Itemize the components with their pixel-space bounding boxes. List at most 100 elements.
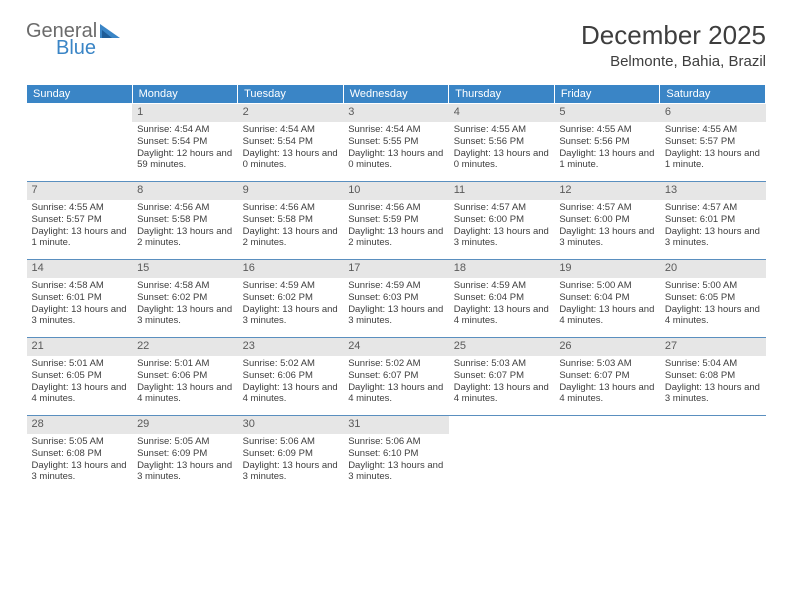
sunset-line: Sunset: 6:07 PM (559, 370, 655, 382)
sunrise-line: Sunrise: 5:03 AM (454, 358, 550, 370)
calendar-day-cell: 1Sunrise: 4:54 AMSunset: 5:54 PMDaylight… (132, 104, 238, 182)
day-details: Sunrise: 4:55 AMSunset: 5:56 PMDaylight:… (554, 122, 660, 176)
daylight-line: Daylight: 13 hours and 1 minute. (32, 226, 128, 250)
day-number: 19 (554, 260, 660, 278)
calendar-day-cell: 6Sunrise: 4:55 AMSunset: 5:57 PMDaylight… (660, 104, 766, 182)
sunrise-line: Sunrise: 5:03 AM (559, 358, 655, 370)
calendar-day-cell: 12Sunrise: 4:57 AMSunset: 6:00 PMDayligh… (554, 182, 660, 260)
day-number: 22 (132, 338, 238, 356)
sunrise-line: Sunrise: 5:05 AM (32, 436, 128, 448)
day-number: 20 (660, 260, 766, 278)
sunset-line: Sunset: 6:09 PM (243, 448, 339, 460)
sunrise-line: Sunrise: 4:54 AM (348, 124, 444, 136)
sunset-line: Sunset: 6:05 PM (32, 370, 128, 382)
sunset-line: Sunset: 6:06 PM (243, 370, 339, 382)
sunrise-line: Sunrise: 4:59 AM (348, 280, 444, 292)
sunset-line: Sunset: 5:57 PM (32, 214, 128, 226)
day-number: 4 (449, 104, 555, 122)
weekday-header: Tuesday (238, 85, 344, 104)
calendar-day-cell: 15 Sunrise: 4:58 AMSunset: 6:02 PMDayligh… (132, 260, 238, 338)
day-details: Sunrise: 4:58 AMSunset: 6:01 PMDaylight:… (27, 278, 133, 332)
calendar-day-cell: 20Sunrise: 5:00 AMSunset: 6:05 PMDayligh… (660, 260, 766, 338)
calendar-day-cell: 4Sunrise: 4:55 AMSunset: 5:56 PMDaylight… (449, 104, 555, 182)
sunrise-line: Sunrise: 4:59 AM (454, 280, 550, 292)
calendar-day-cell: 5Sunrise: 4:55 AMSunset: 5:56 PMDaylight… (554, 104, 660, 182)
sunrise-line: Sunrise: 4:57 AM (559, 202, 655, 214)
day-details: Sunrise: 4:55 AMSunset: 5:57 PMDaylight:… (27, 200, 133, 254)
calendar-day-cell: 9Sunrise: 4:56 AMSunset: 5:58 PMDaylight… (238, 182, 344, 260)
sunrise-line: Sunrise: 4:58 AM (32, 280, 128, 292)
daylight-line: Daylight: 13 hours and 3 minutes. (137, 304, 233, 328)
day-details: Sunrise: 5:03 AMSunset: 6:07 PMDaylight:… (554, 356, 660, 410)
sunrise-line: Sunrise: 5:05 AM (137, 436, 233, 448)
day-number: 29 (132, 416, 238, 434)
daylight-line: Daylight: 13 hours and 0 minutes. (348, 148, 444, 172)
day-details: Sunrise: 4:55 AMSunset: 5:56 PMDaylight:… (449, 122, 555, 176)
calendar-day-cell: 18Sunrise: 4:59 AMSunset: 6:04 PMDayligh… (449, 260, 555, 338)
daylight-line: Daylight: 13 hours and 3 minutes. (243, 304, 339, 328)
daylight-line: Daylight: 13 hours and 3 minutes. (665, 382, 761, 406)
weekday-header: Monday (132, 85, 238, 104)
daylight-line: Daylight: 13 hours and 3 minutes. (559, 226, 655, 250)
day-number: 27 (660, 338, 766, 356)
day-details: Sunrise: 5:00 AMSunset: 6:05 PMDaylight:… (660, 278, 766, 332)
calendar-day-cell: 29Sunrise: 5:05 AMSunset: 6:09 PMDayligh… (132, 416, 238, 494)
sunrise-line: Sunrise: 4:58 AM (137, 280, 233, 292)
sunset-line: Sunset: 6:02 PM (137, 292, 233, 304)
sunset-line: Sunset: 6:07 PM (348, 370, 444, 382)
daylight-line: Daylight: 13 hours and 4 minutes. (559, 304, 655, 328)
calendar-day-cell: 26Sunrise: 5:03 AMSunset: 6:07 PMDayligh… (554, 338, 660, 416)
daylight-line: Daylight: 13 hours and 4 minutes. (454, 382, 550, 406)
calendar-day-cell: 2Sunrise: 4:54 AMSunset: 5:54 PMDaylight… (238, 104, 344, 182)
day-details: Sunrise: 5:05 AMSunset: 6:09 PMDaylight:… (132, 434, 238, 488)
day-number: 31 (343, 416, 449, 434)
daylight-line: Daylight: 13 hours and 3 minutes. (348, 460, 444, 484)
sunrise-line: Sunrise: 4:54 AM (243, 124, 339, 136)
daylight-line: Daylight: 13 hours and 4 minutes. (137, 382, 233, 406)
day-details: Sunrise: 5:02 AMSunset: 6:07 PMDaylight:… (343, 356, 449, 410)
sunrise-line: Sunrise: 4:54 AM (137, 124, 233, 136)
day-number: 5 (554, 104, 660, 122)
daylight-line: Daylight: 13 hours and 1 minute. (559, 148, 655, 172)
sunset-line: Sunset: 5:58 PM (243, 214, 339, 226)
sunrise-line: Sunrise: 5:04 AM (665, 358, 761, 370)
day-details: Sunrise: 5:05 AMSunset: 6:08 PMDaylight:… (27, 434, 133, 488)
sunset-line: Sunset: 6:06 PM (137, 370, 233, 382)
daylight-line: Daylight: 13 hours and 3 minutes. (32, 460, 128, 484)
day-number: 9 (238, 182, 344, 200)
sunrise-line: Sunrise: 4:56 AM (137, 202, 233, 214)
logo: GeneralBlue (26, 20, 122, 60)
daylight-line: Daylight: 13 hours and 0 minutes. (454, 148, 550, 172)
sunset-line: Sunset: 6:00 PM (559, 214, 655, 226)
daylight-line: Daylight: 12 hours and 59 minutes. (137, 148, 233, 172)
day-number: 21 (27, 338, 133, 356)
weekday-header: Wednesday (343, 85, 449, 104)
weekday-header: Saturday (660, 85, 766, 104)
daylight-line: Daylight: 13 hours and 3 minutes. (243, 460, 339, 484)
calendar-day-cell: 7Sunrise: 4:55 AMSunset: 5:57 PMDaylight… (27, 182, 133, 260)
sunrise-line: Sunrise: 5:06 AM (243, 436, 339, 448)
title-block: December 2025 Belmonte, Bahia, Brazil (581, 20, 766, 70)
sunset-line: Sunset: 6:08 PM (32, 448, 128, 460)
daylight-line: Daylight: 13 hours and 4 minutes. (665, 304, 761, 328)
day-details: Sunrise: 4:56 AMSunset: 5:58 PMDaylight:… (132, 200, 238, 254)
sunrise-line: Sunrise: 5:01 AM (137, 358, 233, 370)
sunset-line: Sunset: 6:05 PM (665, 292, 761, 304)
daylight-line: Daylight: 13 hours and 1 minute. (665, 148, 761, 172)
day-details: Sunrise: 5:02 AMSunset: 6:06 PMDaylight:… (238, 356, 344, 410)
sunrise-line: Sunrise: 5:02 AM (243, 358, 339, 370)
sunrise-line: Sunrise: 5:00 AM (559, 280, 655, 292)
day-details: Sunrise: 4:59 AMSunset: 6:04 PMDaylight:… (449, 278, 555, 332)
header: GeneralBlue December 2025 Belmonte, Bahi… (26, 20, 766, 70)
day-details: Sunrise: 4:57 AMSunset: 6:00 PMDaylight:… (554, 200, 660, 254)
day-details: Sunrise: 4:54 AMSunset: 5:54 PMDaylight:… (132, 122, 238, 176)
day-number: 15 (132, 260, 238, 278)
day-details: Sunrise: 5:04 AMSunset: 6:08 PMDaylight:… (660, 356, 766, 410)
day-details: Sunrise: 4:54 AMSunset: 5:54 PMDaylight:… (238, 122, 344, 176)
daylight-line: Daylight: 13 hours and 4 minutes. (32, 382, 128, 406)
calendar-day-cell (660, 416, 766, 494)
sunset-line: Sunset: 6:04 PM (454, 292, 550, 304)
sunset-line: Sunset: 5:55 PM (348, 136, 444, 148)
calendar-page: GeneralBlue December 2025 Belmonte, Bahi… (0, 0, 792, 514)
sunrise-line: Sunrise: 5:06 AM (348, 436, 444, 448)
